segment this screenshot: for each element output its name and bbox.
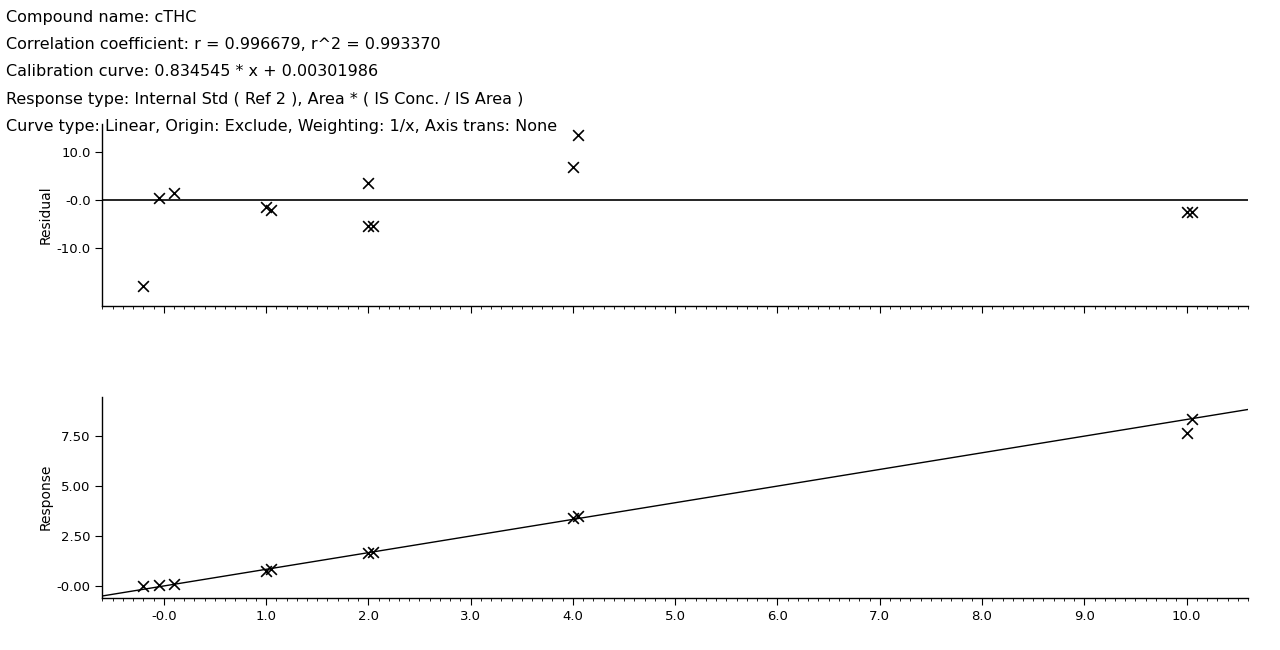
- Y-axis label: Response: Response: [38, 464, 52, 530]
- Text: Correlation coefficient: r = 0.996679, r^2 = 0.993370: Correlation coefficient: r = 0.996679, r…: [6, 37, 442, 52]
- Point: [148, 580, 169, 590]
- Point: [261, 564, 282, 574]
- Point: [1176, 207, 1197, 217]
- Point: [256, 566, 276, 576]
- Y-axis label: Residual: Residual: [38, 185, 52, 244]
- Point: [364, 547, 384, 557]
- Text: Compound name: cTHC: Compound name: cTHC: [6, 10, 197, 25]
- Point: [568, 511, 589, 521]
- Point: [358, 178, 379, 188]
- Text: Curve type: Linear, Origin: Exclude, Weighting: 1/x, Axis trans: None: Curve type: Linear, Origin: Exclude, Wei…: [6, 119, 558, 134]
- Point: [164, 188, 184, 198]
- Point: [261, 205, 282, 215]
- Point: [256, 202, 276, 213]
- Text: Response type: Internal Std ( Ref 2 ), Area * ( IS Conc. / IS Area ): Response type: Internal Std ( Ref 2 ), A…: [6, 92, 524, 107]
- Point: [1181, 207, 1202, 217]
- Point: [1176, 428, 1197, 439]
- Point: [1181, 414, 1202, 424]
- Point: [358, 548, 379, 558]
- Point: [133, 281, 154, 292]
- Point: [133, 580, 154, 591]
- Point: [563, 513, 584, 523]
- Point: [364, 221, 384, 231]
- Point: [563, 161, 584, 172]
- Point: [568, 130, 589, 140]
- Point: [358, 221, 379, 231]
- Text: Calibration curve: 0.834545 * x + 0.00301986: Calibration curve: 0.834545 * x + 0.0030…: [6, 64, 379, 79]
- Point: [164, 579, 184, 590]
- Point: [148, 192, 169, 203]
